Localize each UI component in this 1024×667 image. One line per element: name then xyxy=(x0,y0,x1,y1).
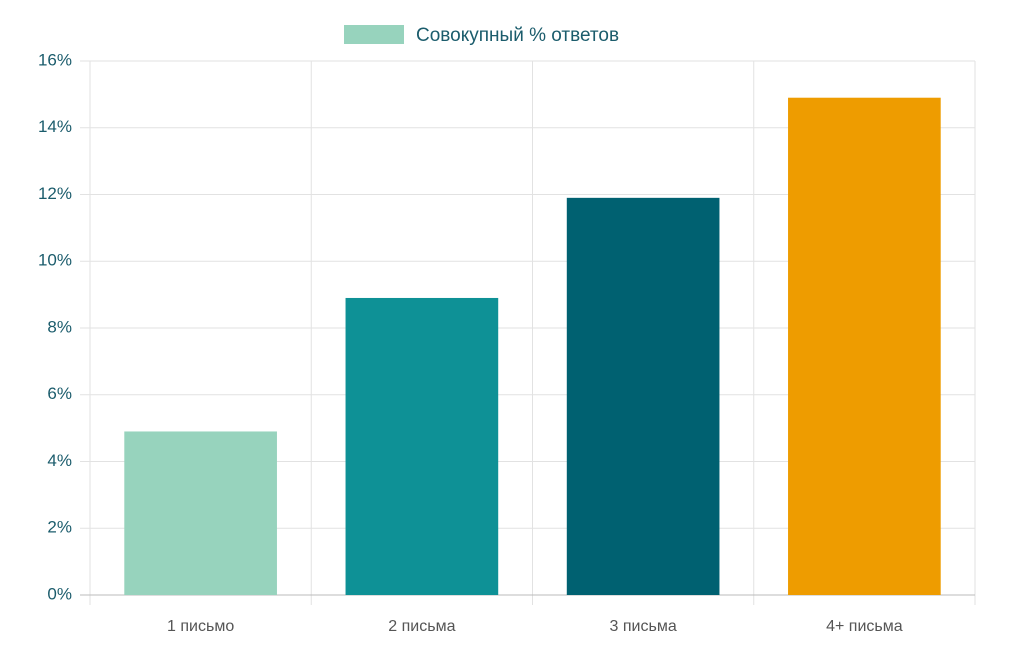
x-tick-label: 4+ письма xyxy=(826,618,903,635)
bar xyxy=(788,97,941,596)
x-tick-label: 3 письма xyxy=(610,618,677,635)
bar xyxy=(566,197,720,595)
y-tick-label: 6% xyxy=(47,384,72,403)
y-tick-label: 2% xyxy=(47,518,72,537)
x-tick-label: 1 письмо xyxy=(167,618,234,635)
legend-swatch xyxy=(344,25,404,44)
y-tick-label: 4% xyxy=(47,451,72,470)
bar xyxy=(345,297,499,595)
y-tick-label: 8% xyxy=(47,317,72,336)
y-tick-label: 14% xyxy=(38,117,72,136)
y-tick-label: 16% xyxy=(38,50,72,69)
bar xyxy=(124,431,277,595)
y-tick-label: 0% xyxy=(47,584,72,603)
y-tick-label: 10% xyxy=(38,251,72,270)
y-tick-label: 12% xyxy=(38,184,72,203)
x-tick-label: 2 письма xyxy=(388,618,455,635)
legend-label: Совокупный % ответов xyxy=(416,25,619,46)
